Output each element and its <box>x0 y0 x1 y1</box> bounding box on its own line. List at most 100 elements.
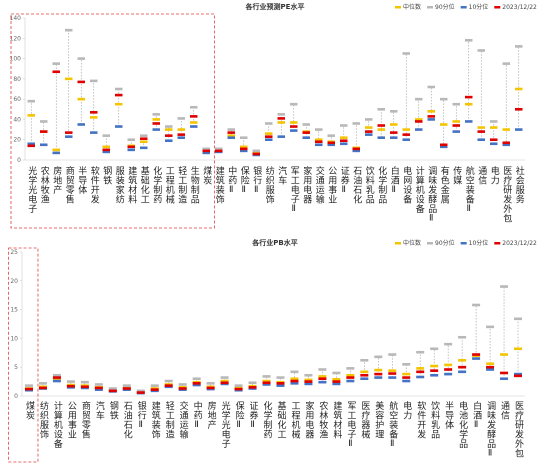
marker <box>452 120 460 123</box>
x-tick-label: 生物制品 <box>189 165 200 205</box>
marker <box>52 70 60 74</box>
marker <box>302 131 310 134</box>
x-tick-label: 公用事业 <box>66 401 77 439</box>
x-tick-label: 轻工制造 <box>164 400 175 440</box>
marker <box>164 379 173 383</box>
marker <box>415 97 423 101</box>
marker <box>318 380 327 384</box>
marker <box>458 370 467 374</box>
marker <box>502 143 510 147</box>
marker <box>374 355 383 359</box>
marker <box>427 110 435 113</box>
marker <box>500 377 509 381</box>
marker <box>240 136 248 139</box>
marker <box>102 134 110 137</box>
x-tick-label: 饮料乳品 <box>364 165 375 205</box>
marker <box>115 125 123 128</box>
marker <box>102 148 110 152</box>
x-tick-label: 汽车 <box>276 165 287 186</box>
marker <box>276 382 285 385</box>
x-tick-label: 建筑材料 <box>126 165 137 205</box>
marker <box>102 150 110 154</box>
marker <box>440 145 448 149</box>
x-tick-label: 石油石化 <box>351 166 362 204</box>
marker <box>477 130 485 133</box>
marker <box>178 387 187 390</box>
y-tick-label: 5 <box>14 364 18 371</box>
marker <box>486 368 495 371</box>
marker <box>290 377 299 381</box>
marker <box>452 124 460 127</box>
legend-label: 2023/12/22 <box>502 240 537 247</box>
marker <box>416 375 425 379</box>
marker <box>262 383 271 386</box>
x-tick-label: 基础化工 <box>139 165 150 204</box>
marker <box>262 375 271 378</box>
marker <box>390 110 398 113</box>
marker <box>346 379 355 383</box>
x-tick-label: 中药Ⅱ <box>192 400 203 431</box>
x-tick-label: 饮料乳品 <box>429 400 440 440</box>
x-tick-label: 服装家纺 <box>114 166 125 205</box>
marker <box>215 147 223 151</box>
marker <box>277 121 285 124</box>
marker <box>340 136 348 139</box>
marker <box>315 138 323 142</box>
marker <box>430 373 439 377</box>
y-tick-label: 0 <box>17 157 21 164</box>
y-tick-label: 140 <box>10 15 22 22</box>
marker <box>290 121 298 124</box>
marker <box>352 149 360 153</box>
marker <box>77 80 85 84</box>
marker <box>402 128 410 131</box>
highlight-box <box>8 247 39 463</box>
marker <box>27 114 35 117</box>
marker <box>515 128 523 131</box>
marker <box>390 131 398 134</box>
x-tick-label: 纺织服饰 <box>38 400 49 440</box>
marker <box>152 113 160 116</box>
x-tick-label: 半导体 <box>76 165 87 195</box>
marker <box>240 145 248 149</box>
marker <box>402 363 411 366</box>
legend-swatch <box>427 6 434 9</box>
marker <box>248 386 257 389</box>
legend-label: 90分位 <box>435 239 455 247</box>
y-tick-label: 15 <box>10 307 18 314</box>
x-tick-label: 白酒Ⅱ <box>389 165 400 196</box>
marker <box>388 369 397 372</box>
marker <box>332 377 341 381</box>
marker <box>38 386 47 390</box>
y-tick-label: 20 <box>10 278 18 285</box>
y-tick-label: 80 <box>13 76 21 83</box>
marker <box>346 367 355 370</box>
marker <box>190 115 198 118</box>
marker <box>27 99 35 103</box>
x-tick-label: 电力 <box>401 400 412 421</box>
marker <box>220 376 229 379</box>
x-tick-label: 调味发酵品Ⅱ <box>426 166 437 224</box>
marker <box>136 391 145 394</box>
marker <box>140 140 148 144</box>
marker <box>515 45 523 48</box>
legend-label: 10分位 <box>469 3 489 11</box>
marker <box>27 142 35 146</box>
x-tick-label: 计算机设备 <box>414 165 425 214</box>
marker <box>140 146 148 150</box>
marker <box>150 384 159 387</box>
marker <box>444 372 453 376</box>
marker <box>500 285 509 288</box>
marker <box>290 125 298 128</box>
marker <box>340 124 348 127</box>
marker <box>122 384 131 387</box>
marker <box>140 134 148 137</box>
marker <box>477 49 485 52</box>
marker <box>402 133 410 136</box>
marker <box>140 137 148 140</box>
x-tick-label: 电池化学品 <box>457 400 468 449</box>
marker <box>340 139 348 143</box>
marker <box>192 377 201 381</box>
marker <box>318 377 327 381</box>
marker <box>427 118 435 121</box>
x-tick-label: 农林牧渔 <box>317 400 328 439</box>
